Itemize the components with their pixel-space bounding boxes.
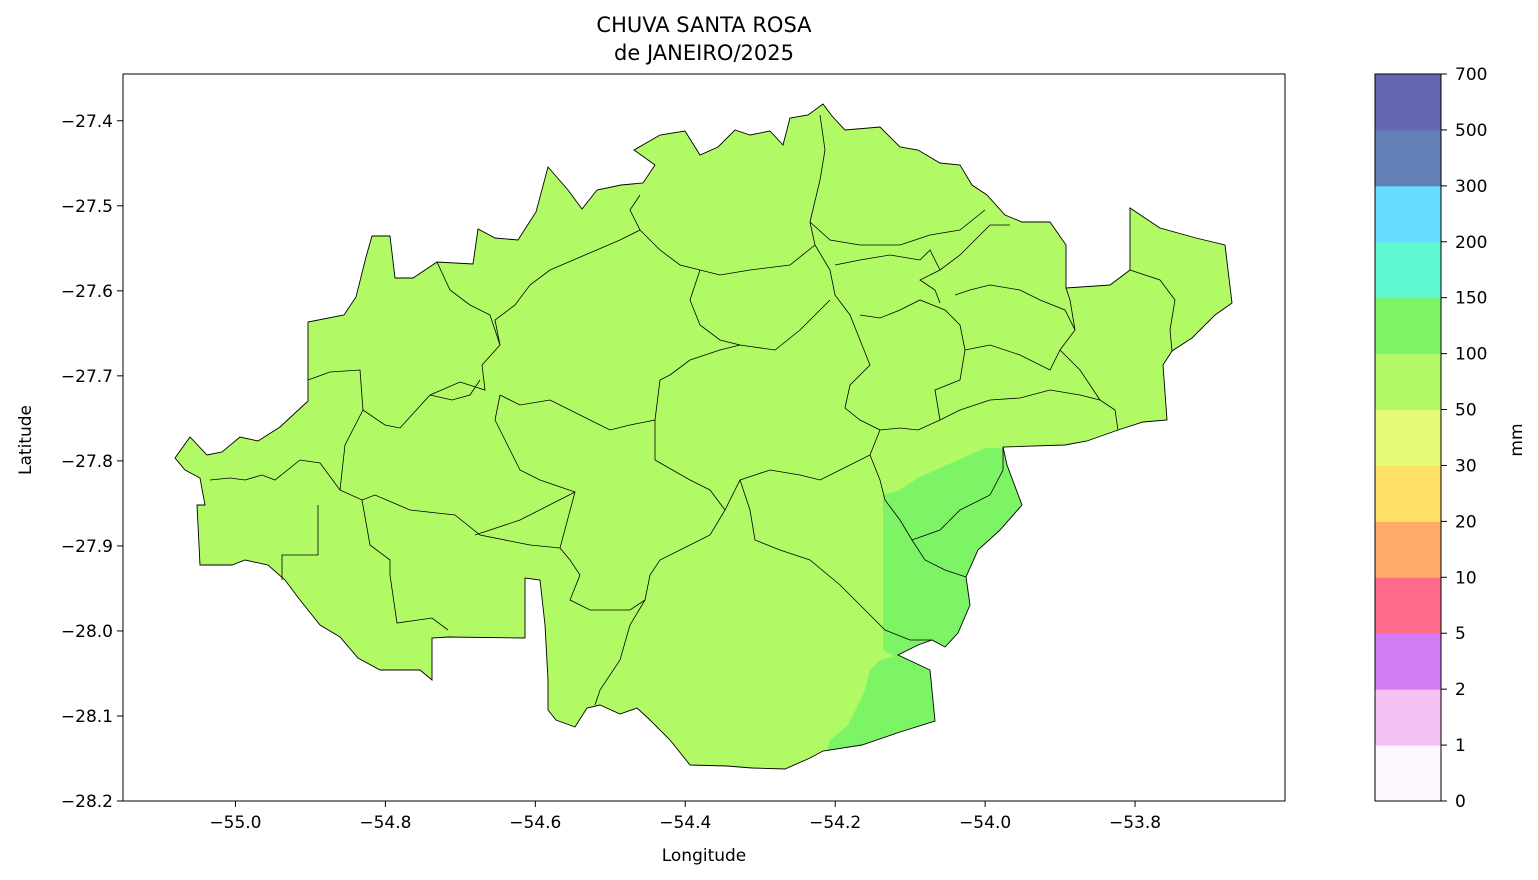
municipality-borders	[209, 114, 1176, 706]
colorbar-frame	[1374, 73, 1442, 802]
region-boundary	[174, 103, 1233, 770]
colorbar-segment	[1375, 409, 1441, 466]
x-tick-label: −54.0	[959, 813, 1011, 833]
colorbar-segment	[1375, 577, 1441, 634]
colorbar-segment	[1375, 745, 1441, 802]
y-tick-label: −27.9	[61, 537, 113, 557]
colorbar-segment	[1375, 129, 1441, 187]
y-tick-label: −27.4	[61, 112, 113, 132]
x-tick-label: −54.8	[359, 813, 411, 833]
x-tick-label: −55.0	[209, 813, 261, 833]
colorbar-ticks: 0 1 2 5 10 20 30 50 100 150 200 300 500 700	[1441, 65, 1487, 812]
colorbar-segment	[1375, 465, 1441, 522]
y-tick-label: −28.0	[61, 622, 113, 642]
colorbar-tick-label: 50	[1455, 401, 1477, 421]
y-axis-ticks: −27.4 −27.5 −27.6 −27.7 −27.8 −27.9 −28.0 −28.1…	[61, 112, 123, 812]
x-axis-label: Longitude	[662, 846, 747, 866]
y-tick-label: −28.2	[61, 792, 113, 812]
colorbar-tick-label: 0	[1455, 792, 1466, 812]
colorbar-tick-label: 20	[1455, 512, 1477, 532]
colorbar-segment	[1375, 297, 1441, 355]
x-tick-label: −53.8	[1109, 813, 1161, 833]
x-tick-label: −54.2	[809, 813, 861, 833]
y-axis-label: Latitude	[16, 405, 36, 475]
colorbar-tick-label: 2	[1455, 680, 1466, 700]
y-tick-label: −27.8	[61, 452, 113, 472]
colorbar-tick-label: 10	[1455, 568, 1477, 588]
axes-frame	[122, 73, 1286, 802]
colorbar-tick-label: 700	[1455, 65, 1487, 85]
colorbar-segment	[1375, 185, 1441, 243]
colorbar-segment	[1375, 689, 1441, 746]
colorbar-tick-label: 200	[1455, 233, 1487, 253]
colorbar-tick-label: 150	[1455, 289, 1487, 309]
colorbar-label: mm	[1507, 423, 1527, 456]
x-tick-label: −54.6	[509, 813, 561, 833]
x-tick-label: −54.4	[659, 813, 711, 833]
y-tick-label: −28.1	[61, 707, 113, 727]
colorbar	[1375, 74, 1441, 802]
colorbar-tick-label: 5	[1455, 624, 1466, 644]
y-tick-label: −27.5	[61, 197, 113, 217]
colorbar-tick-label: 1	[1455, 736, 1466, 756]
colorbar-tick-label: 30	[1455, 456, 1477, 476]
colorbar-segment	[1375, 521, 1441, 578]
colorbar-segment	[1375, 633, 1441, 690]
x-axis-ticks: −55.0 −54.8 −54.6 −54.4 −54.2 −54.0 −53.8	[209, 801, 1161, 833]
colorbar-tick-label: 500	[1455, 121, 1487, 141]
y-tick-label: −27.7	[61, 367, 113, 387]
colorbar-tick-label: 100	[1455, 345, 1487, 365]
map-title-line2: de JANEIRO/2025	[614, 41, 794, 65]
y-tick-label: −27.6	[61, 282, 113, 302]
colorbar-segment	[1375, 353, 1441, 411]
colorbar-segment	[1375, 241, 1441, 299]
colorbar-tick-label: 300	[1455, 177, 1487, 197]
colorbar-segment	[1375, 74, 1441, 131]
map-title-line1: CHUVA SANTA ROSA	[596, 13, 812, 37]
